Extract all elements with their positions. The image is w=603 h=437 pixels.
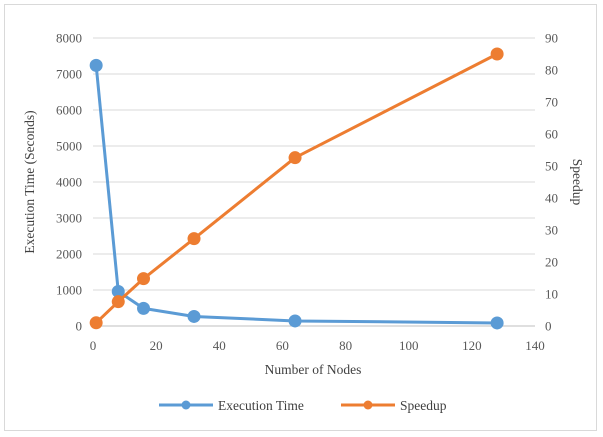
y2-axis-title: Speedup bbox=[570, 159, 585, 206]
y-tick-label: 8000 bbox=[56, 31, 82, 46]
y-tick-label: 2000 bbox=[56, 247, 82, 262]
data-point-execution-time bbox=[187, 309, 201, 323]
data-point-speedup bbox=[111, 295, 125, 309]
legend-label-speedup: Speedup bbox=[400, 398, 447, 413]
data-point-execution-time bbox=[137, 301, 151, 315]
data-point-execution-time bbox=[89, 58, 103, 72]
x-tick-label: 100 bbox=[399, 338, 419, 353]
y2-tick-label: 50 bbox=[545, 159, 558, 174]
data-point-execution-time bbox=[111, 284, 125, 298]
y-tick-label: 3000 bbox=[56, 211, 82, 226]
legend-entry-execution-time: Execution Time bbox=[159, 398, 304, 413]
y-tick-label: 4000 bbox=[56, 175, 82, 190]
legend-label-execution-time: Execution Time bbox=[218, 398, 304, 413]
x-tick-label: 140 bbox=[525, 338, 545, 353]
x-tick-label: 60 bbox=[276, 338, 289, 353]
y2-tick-label: 20 bbox=[545, 255, 558, 270]
y-tick-label: 5000 bbox=[56, 139, 82, 154]
y2-tick-label: 80 bbox=[545, 63, 558, 78]
series-layer bbox=[89, 47, 504, 330]
data-point-speedup bbox=[137, 272, 151, 286]
y2-tick-label: 40 bbox=[545, 191, 558, 206]
legend: Execution Time Speedup bbox=[159, 398, 447, 413]
y-tick-label: 7000 bbox=[56, 67, 82, 82]
gridlines bbox=[93, 37, 535, 291]
y2-tick-label: 90 bbox=[545, 31, 558, 46]
y-tick-label: 1000 bbox=[56, 283, 82, 298]
data-point-execution-time bbox=[490, 316, 504, 330]
data-point-speedup bbox=[187, 232, 201, 246]
y-axis-title: Execution Time (Seconds) bbox=[22, 110, 37, 253]
y-tick-label: 6000 bbox=[56, 103, 82, 118]
y-tick-label: 0 bbox=[76, 319, 83, 334]
x-axis-title: Number of Nodes bbox=[265, 362, 362, 377]
y2-tick-label: 10 bbox=[545, 287, 558, 302]
legend-entry-speedup: Speedup bbox=[341, 398, 447, 413]
x-tick-label: 40 bbox=[213, 338, 226, 353]
legend-marker-execution-time bbox=[181, 400, 191, 410]
data-point-speedup bbox=[89, 316, 103, 330]
y2-tick-label: 30 bbox=[545, 223, 558, 238]
x-tick-label: 80 bbox=[339, 338, 352, 353]
x-tick-label: 120 bbox=[462, 338, 482, 353]
series-line-speedup bbox=[94, 52, 499, 325]
x-tick-label: 20 bbox=[150, 338, 163, 353]
x-tick-label: 0 bbox=[90, 338, 97, 353]
y2-tick-label: 70 bbox=[545, 95, 558, 110]
y2-tick-label: 0 bbox=[545, 319, 552, 334]
legend-marker-speedup bbox=[363, 400, 373, 410]
series-line-execution-time bbox=[94, 63, 499, 325]
data-point-execution-time bbox=[288, 314, 302, 328]
data-point-speedup bbox=[490, 47, 504, 61]
data-point-speedup bbox=[288, 151, 302, 165]
y2-tick-label: 60 bbox=[545, 127, 558, 142]
tick-labels: 0100020003000400050006000700080000102030… bbox=[56, 31, 558, 354]
